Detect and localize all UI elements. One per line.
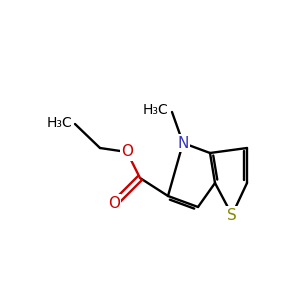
Text: S: S: [227, 208, 237, 223]
Text: H₃C: H₃C: [142, 103, 168, 117]
Text: N: N: [177, 136, 189, 151]
Text: O: O: [108, 196, 120, 211]
Text: H₃C: H₃C: [46, 116, 72, 130]
Text: O: O: [121, 145, 133, 160]
